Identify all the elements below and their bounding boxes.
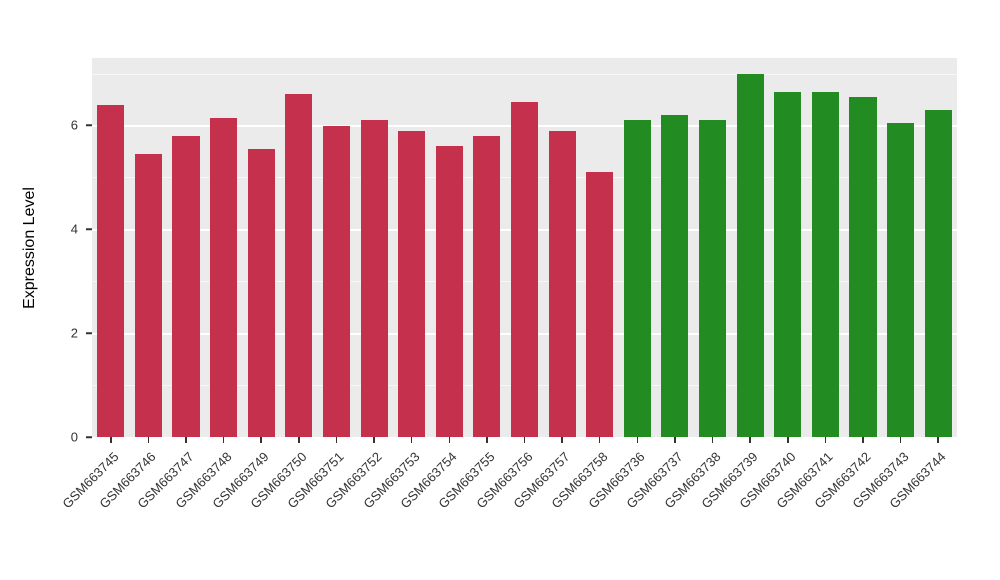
x-tick-mark [486,437,488,443]
bar [398,130,426,437]
y-tick-label: 6 [70,117,78,133]
x-tick-mark [899,437,902,443]
bar [210,117,238,437]
bar [924,109,952,437]
bar [172,135,200,437]
bar [586,172,614,437]
x-axis: GSM663745 GSM663746 GSM663747 GSM663748 GSM6… [59,437,957,580]
y-tick-mark [86,436,92,438]
bar [285,94,313,437]
y-axis: 0 2 4 6 [0,58,92,445]
x-tick-mark [561,437,563,443]
bar [661,115,689,437]
bar [774,91,802,437]
x-tick-mark [110,437,112,443]
bar [435,146,463,437]
x-tick-mark [147,437,150,443]
bar [510,102,539,437]
gridline-minor [92,73,957,75]
x-tick-mark [185,437,187,443]
x-tick-mark [824,437,827,443]
y-tick-label: 0 [70,429,78,445]
y-tick-label: 4 [70,221,78,237]
x-tick-mark [298,437,300,443]
bar [699,120,727,437]
bar [134,154,162,437]
x-tick-mark [674,437,676,443]
bar [247,148,275,437]
bar [360,120,388,437]
bar [548,130,576,437]
bar [849,96,877,437]
x-tick-mark [373,437,375,443]
x-tick-mark [448,437,451,443]
plot-panel [92,58,957,437]
bar [811,91,839,437]
y-tick-mark [86,228,92,231]
x-tick-mark [787,437,789,443]
x-tick-mark [260,437,262,443]
x-tick-mark [749,437,751,443]
x-tick-mark [410,437,413,443]
x-tick-mark [937,437,939,443]
y-tick-label: 2 [70,325,78,341]
x-tick-mark [335,437,338,443]
bar [322,125,350,437]
bar [887,122,915,437]
x-tick-mark [636,437,639,443]
x-tick-mark [222,437,225,443]
x-tick-mark [862,437,864,443]
y-tick-mark [86,332,92,334]
bar [623,120,651,437]
x-tick-mark [523,437,526,443]
y-tick-mark [86,124,92,127]
bar [736,73,764,437]
x-tick-mark [598,437,601,443]
bar [97,104,125,437]
bar [473,135,501,437]
x-tick-mark [711,437,714,443]
